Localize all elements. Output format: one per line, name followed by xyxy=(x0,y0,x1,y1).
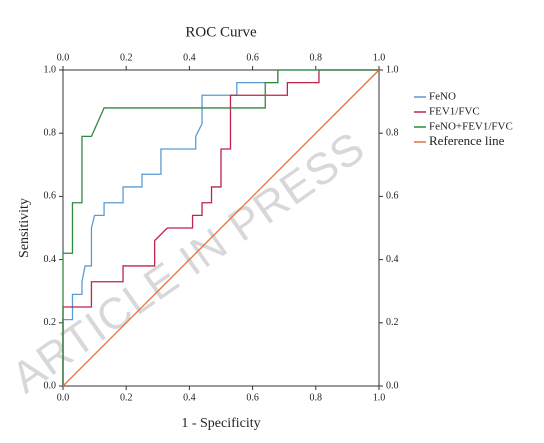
y-tick-label: 1.0 xyxy=(44,64,57,75)
series-line xyxy=(62,69,379,386)
x-tick-label: 0.0 xyxy=(57,392,70,403)
y-right-tick-label: 1.0 xyxy=(386,64,399,75)
legend-label: Reference line xyxy=(429,133,505,148)
y-tick-label: 0.2 xyxy=(44,317,57,328)
x-top-tick-label: 0.6 xyxy=(246,52,259,63)
x-axis-label: 1 - Specificity xyxy=(181,416,260,431)
series-line xyxy=(62,69,380,387)
series-line xyxy=(62,69,379,386)
legend-label: FeNO xyxy=(429,91,456,103)
x-top-tick-label: 0.8 xyxy=(310,52,323,63)
x-tick-label: 0.2 xyxy=(120,392,133,403)
y-right-tick-label: 0.2 xyxy=(386,317,399,328)
y-right-tick-label: 0.0 xyxy=(386,380,399,391)
series-line xyxy=(62,69,379,386)
y-axis-label: Sensitivity xyxy=(17,198,32,258)
y-right-tick-label: 0.6 xyxy=(386,191,399,202)
x-top-tick-label: 0.4 xyxy=(183,52,196,63)
x-top-tick-label: 0.0 xyxy=(57,52,70,63)
x-top-tick-label: 0.2 xyxy=(120,52,133,63)
y-tick-label: 0.6 xyxy=(44,191,57,202)
x-tick-label: 0.4 xyxy=(183,392,196,403)
x-tick-label: 0.8 xyxy=(310,392,323,403)
chart-title: ROC Curve xyxy=(185,24,257,40)
legend-label: FEV1/FVC xyxy=(429,106,480,118)
legend-label: FeNO+FEV1/FVC xyxy=(429,121,513,133)
y-right-tick-label: 0.8 xyxy=(386,127,399,138)
watermark: ARTICLE IN PRESS xyxy=(3,123,374,403)
y-tick-label: 0.4 xyxy=(44,254,57,265)
x-tick-label: 1.0 xyxy=(373,392,386,403)
x-tick-label: 0.6 xyxy=(246,392,259,403)
y-tick-label: 0.0 xyxy=(44,380,57,391)
x-top-tick-label: 1.0 xyxy=(373,52,386,63)
y-tick-label: 0.8 xyxy=(44,127,57,138)
plot-frame xyxy=(62,69,380,387)
y-right-tick-label: 0.4 xyxy=(386,254,399,265)
